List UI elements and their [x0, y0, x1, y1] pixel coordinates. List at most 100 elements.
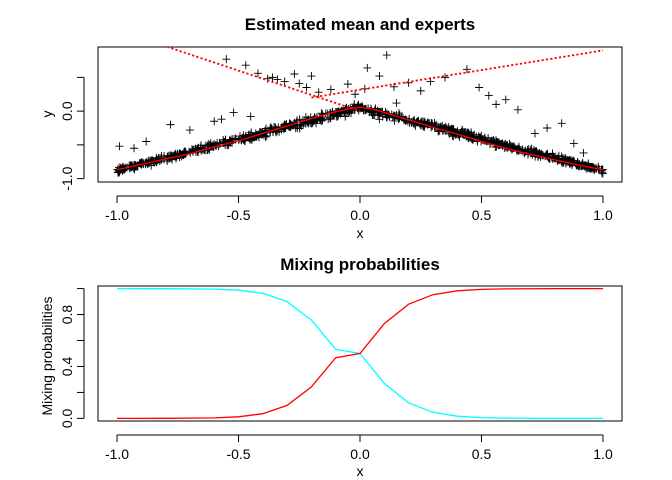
observation-point	[285, 119, 294, 128]
observation-point	[166, 120, 175, 129]
observation-point	[271, 127, 280, 136]
observation-point	[142, 137, 151, 146]
observation-point	[246, 112, 255, 121]
observation-point	[462, 65, 471, 74]
panel2-y-axis: 0.0 0.4 0.8	[59, 288, 85, 428]
observation-point	[147, 161, 156, 170]
observation-point	[308, 119, 317, 128]
observation-point	[268, 73, 277, 82]
p2-x-tick-label: -1.0	[105, 446, 129, 462]
observation-point	[314, 88, 323, 97]
panel2-plot-box	[97, 285, 623, 422]
panel1-plot-box	[97, 46, 623, 183]
p2-x-tick-label: 0.5	[472, 446, 492, 462]
p1-x-tick-label: -0.5	[226, 207, 250, 223]
observation-point	[347, 105, 356, 114]
observation-point	[557, 119, 566, 128]
observation-point	[543, 124, 552, 132]
p2-y-tick-label: 0.8	[59, 305, 75, 325]
observation-point	[538, 151, 547, 160]
p2-y-tick-label: 0.0	[59, 408, 75, 428]
panel2-title: Mixing probabilities	[280, 255, 440, 274]
observation-point	[325, 113, 334, 122]
observation-point	[543, 150, 552, 159]
observation-point	[253, 69, 262, 78]
observation-point	[280, 77, 289, 86]
observation-point	[302, 83, 311, 92]
observation-point	[475, 83, 484, 92]
observation-point	[115, 142, 124, 151]
observation-point	[241, 61, 250, 70]
panel2-lines	[116, 287, 603, 420]
panel1-y-axis: -1.0 0.0	[59, 76, 85, 191]
observation-point	[324, 115, 333, 124]
observation-point	[458, 125, 467, 134]
p2-x-tick-label: -0.5	[226, 446, 250, 462]
panel1-title: Estimated mean and experts	[245, 15, 476, 34]
observation-point	[530, 129, 539, 138]
observation-point	[229, 108, 238, 117]
observation-point	[579, 148, 588, 157]
p2-y-tick-label: 0.4	[59, 357, 75, 377]
observation-point	[205, 145, 214, 154]
observation-point	[492, 100, 501, 109]
expert-line-1	[164, 47, 361, 112]
observation-point	[130, 165, 139, 174]
p1-y-tick-label: 0.0	[59, 101, 75, 121]
observation-point	[410, 115, 419, 124]
p1-x-tick-label: 0.0	[350, 207, 370, 223]
observation-point	[501, 95, 510, 104]
observation-point	[501, 139, 510, 148]
observation-point	[445, 126, 454, 135]
observation-point	[273, 75, 282, 84]
observation-point	[326, 85, 335, 94]
p1-x-tick-label: 0.5	[472, 207, 492, 223]
panel-mixing-probabilities: Mixing probabilities -1.0 -0.5 0.0 0.5 1.0 0…	[39, 255, 623, 479]
observation-point	[390, 116, 399, 125]
observation-point	[180, 149, 189, 158]
p1-x-tick-label: 1.0	[593, 207, 613, 223]
observation-point	[210, 117, 219, 126]
expert-line-2	[311, 49, 604, 99]
panel1-x-label: x	[357, 225, 364, 241]
observation-point	[513, 105, 522, 114]
observation-point	[363, 63, 372, 72]
observation-point	[226, 137, 235, 146]
observation-point	[261, 132, 270, 141]
panel-mean-experts: Estimated mean and experts -1.0 -0.5 0.0 0.…	[39, 15, 623, 241]
observation-point	[290, 70, 299, 78]
panel2-x-label: x	[357, 463, 364, 479]
observation-point	[375, 72, 384, 81]
observation-point	[459, 127, 468, 136]
observation-point	[307, 72, 316, 81]
panel2-y-label: Mixing probabilities	[39, 296, 55, 415]
observation-point	[441, 73, 450, 82]
observation-point	[217, 115, 226, 124]
panel1-lines	[116, 47, 604, 171]
observation-point	[144, 157, 153, 166]
observation-point	[383, 111, 392, 120]
observation-point	[432, 120, 441, 129]
p1-x-tick-label: -1.0	[105, 207, 129, 223]
observation-point	[223, 141, 232, 150]
panel1-y-label: y	[39, 111, 55, 118]
observation-point	[489, 136, 498, 145]
observation-point	[351, 90, 360, 99]
observation-point	[130, 144, 139, 153]
observation-point	[392, 99, 401, 108]
observation-point	[157, 152, 166, 161]
observation-point	[514, 142, 523, 151]
observation-point	[222, 55, 231, 64]
observation-point	[598, 169, 607, 178]
mixing-probability-line-red	[116, 287, 603, 420]
observation-point	[520, 147, 529, 156]
observation-point	[423, 118, 432, 127]
observation-point	[295, 79, 304, 88]
observation-point	[528, 148, 537, 157]
observation-point	[266, 125, 275, 134]
observation-point	[382, 51, 391, 60]
observation-point	[467, 128, 476, 137]
observation-point	[185, 126, 194, 135]
observation-point	[516, 146, 525, 155]
panel1-x-axis: -1.0 -0.5 0.0 0.5 1.0	[105, 195, 613, 223]
